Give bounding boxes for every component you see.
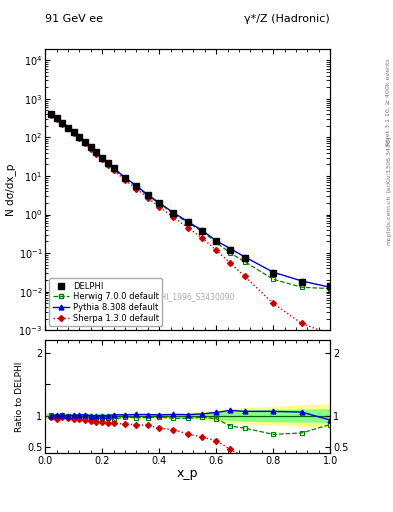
Text: 91 GeV ee: 91 GeV ee	[45, 14, 103, 25]
Y-axis label: N dσ/dx_p: N dσ/dx_p	[5, 163, 16, 216]
Text: mcplots.cern.ch: mcplots.cern.ch	[386, 195, 391, 245]
Text: [arXiv:1306.3436]: [arXiv:1306.3436]	[386, 136, 391, 192]
Text: Rivet 3.1.10, ≥ 400k events: Rivet 3.1.10, ≥ 400k events	[386, 58, 391, 146]
X-axis label: x_p: x_p	[177, 467, 198, 480]
Text: DELPHI_1996_S3430090: DELPHI_1996_S3430090	[141, 292, 234, 301]
Y-axis label: Ratio to DELPHI: Ratio to DELPHI	[15, 361, 24, 432]
Legend: DELPHI, Herwig 7.0.0 default, Pythia 8.308 default, Sherpa 1.3.0 default: DELPHI, Herwig 7.0.0 default, Pythia 8.3…	[50, 279, 162, 326]
Text: γ*/Z (Hadronic): γ*/Z (Hadronic)	[244, 14, 330, 25]
